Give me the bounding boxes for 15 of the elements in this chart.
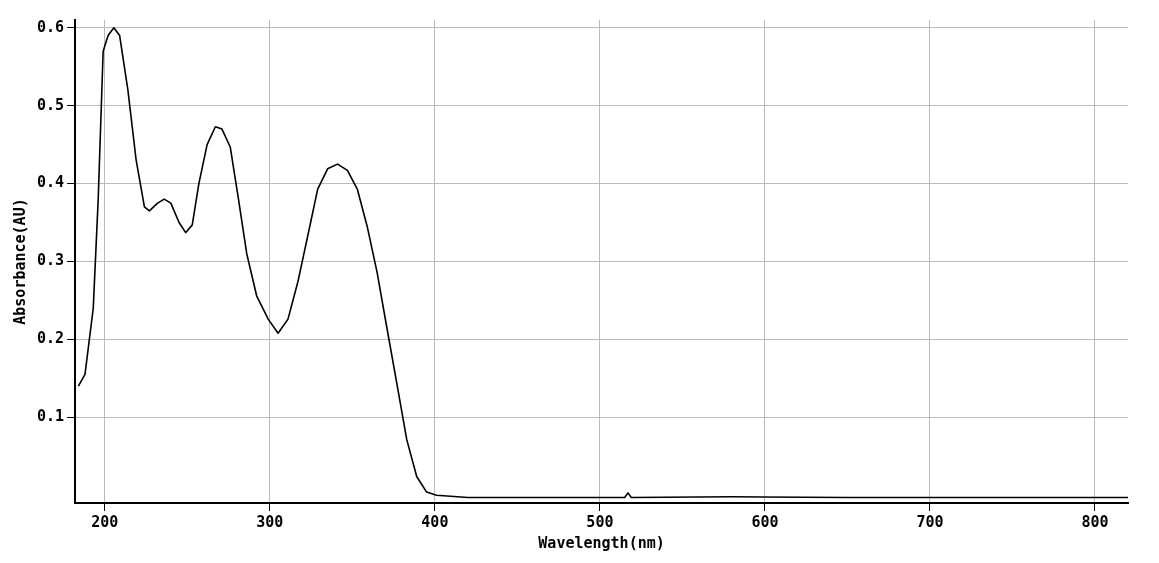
y-tick-label: 0.6 bbox=[37, 17, 65, 36]
x-axis-title: Wavelength(nm) bbox=[538, 533, 665, 552]
x-tick-label: 400 bbox=[421, 512, 449, 531]
y-tick-label: 0.5 bbox=[37, 95, 65, 114]
x-tick-label: 300 bbox=[256, 512, 284, 531]
y-tick-label: 0.4 bbox=[37, 173, 65, 192]
y-tick-label: 0.1 bbox=[37, 407, 65, 426]
x-tick-label: 500 bbox=[586, 512, 614, 531]
y-tick-label: 0.3 bbox=[37, 251, 65, 270]
x-tick-label: 700 bbox=[916, 512, 944, 531]
x-tick-label: 800 bbox=[1081, 512, 1109, 531]
y-tick-label: 0.2 bbox=[37, 329, 65, 348]
y-axis-title: Absorbance(AU) bbox=[10, 198, 29, 325]
x-tick-label: 600 bbox=[751, 512, 779, 531]
x-tick-label: 200 bbox=[91, 512, 119, 531]
